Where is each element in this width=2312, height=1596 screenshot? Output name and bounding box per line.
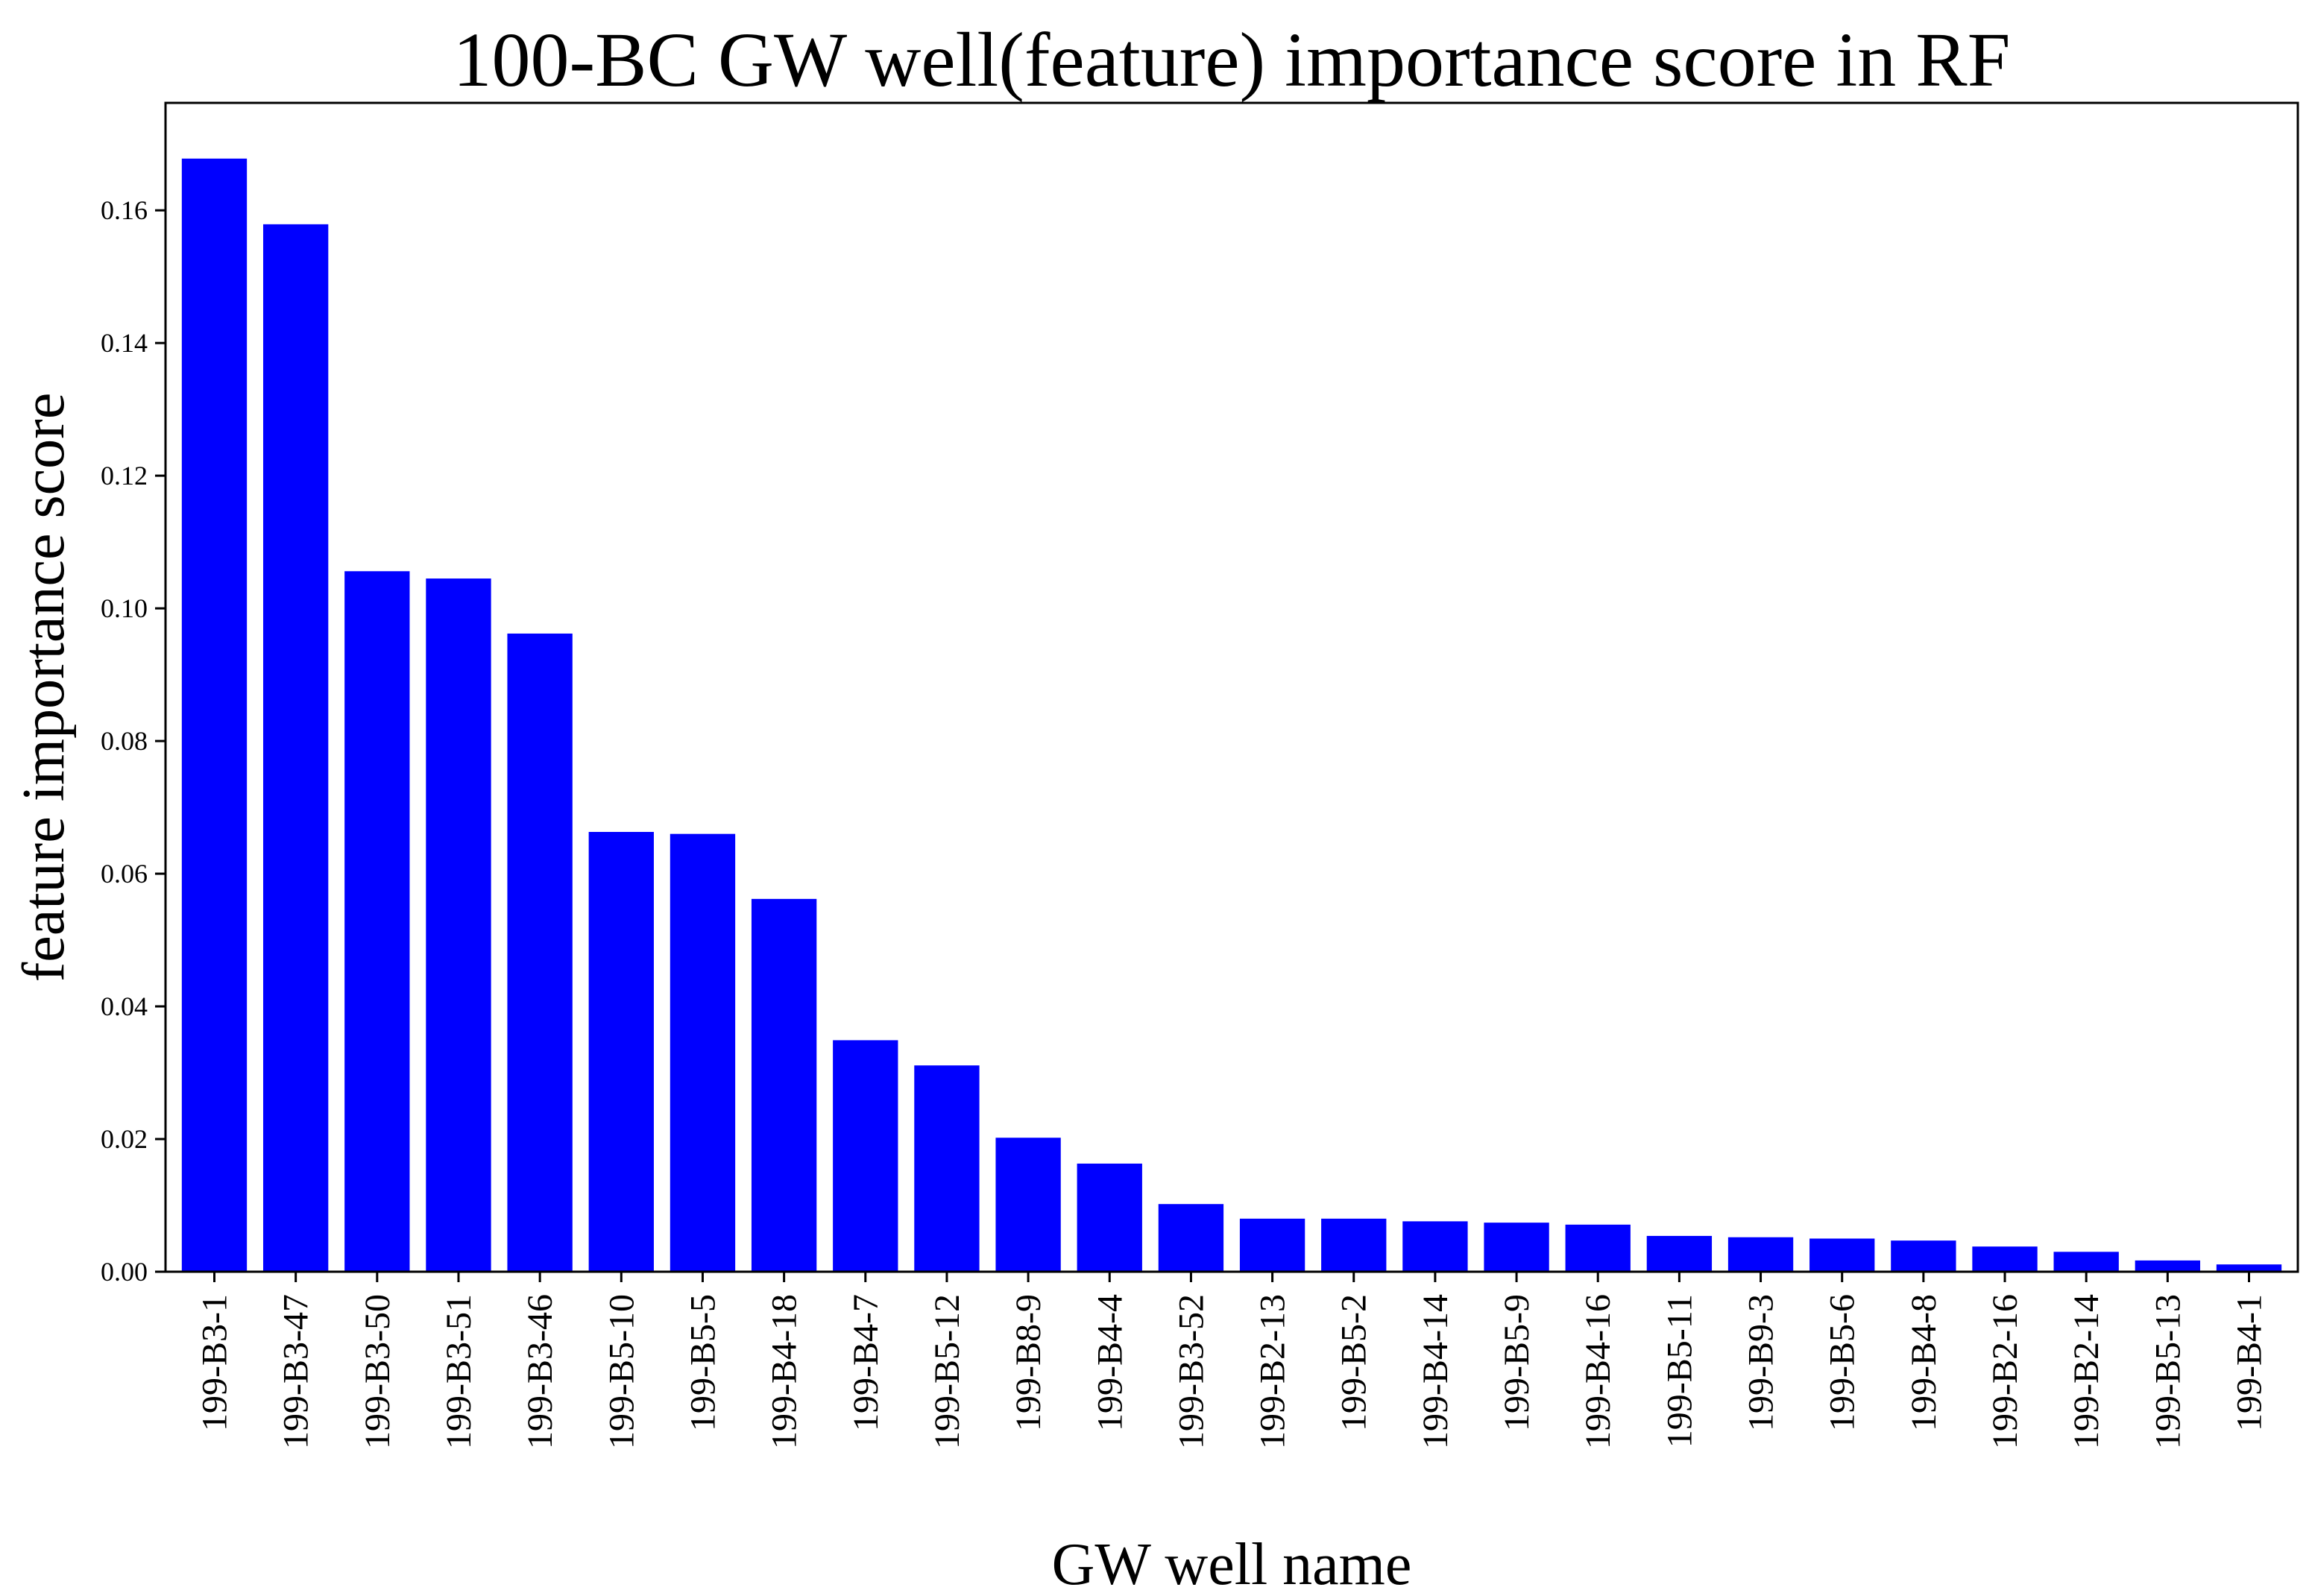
bar-199-B4-16 <box>1565 1224 1631 1272</box>
x-tick-label: 199-B3-47 <box>277 1294 316 1449</box>
x-tick-label: 199-B5-10 <box>602 1294 641 1449</box>
y-axis: 0.00 0.02 0.04 0.06 0.08 0.10 0.12 0.14 0.16 <box>101 195 166 1287</box>
x-tick-label: 199-B9-3 <box>1742 1294 1781 1431</box>
bar-199-B5-5 <box>670 833 736 1272</box>
y-tick-label: 0.00 <box>101 1257 148 1287</box>
bar-199-B5-13 <box>2135 1260 2201 1272</box>
x-tick-label: 199-B5-13 <box>2148 1294 2187 1449</box>
bar-199-B3-50 <box>344 571 410 1272</box>
bar-199-B2-14 <box>2053 1252 2119 1272</box>
y-tick-label: 0.04 <box>101 991 148 1021</box>
chart-title: 100-BC GW well(feature) importance score… <box>453 17 2010 103</box>
bar-199-B4-1 <box>2216 1264 2282 1272</box>
bar-199-B3-52 <box>1158 1204 1224 1272</box>
x-tick-label: 199-B3-50 <box>358 1294 397 1449</box>
y-tick-label: 0.14 <box>101 328 148 358</box>
y-axis-label: feature importance score <box>11 393 77 982</box>
bar-199-B4-14 <box>1402 1221 1468 1272</box>
plot-frame <box>164 101 2299 1273</box>
x-tick-label: 199-B3-51 <box>439 1294 479 1449</box>
x-tick-label: 199-B4-16 <box>1578 1294 1618 1449</box>
bar-199-B4-7 <box>833 1040 898 1272</box>
x-tick-label: 199-B4-1 <box>2230 1294 2270 1431</box>
x-tick-label: 199-B4-8 <box>1904 1294 1944 1431</box>
x-tick-label: 199-B4-14 <box>1416 1294 1455 1449</box>
y-tick-label: 0.02 <box>101 1124 148 1154</box>
y-tick-label: 0.16 <box>101 195 148 225</box>
bar-199-B8-9 <box>995 1138 1061 1272</box>
x-tick-label: 199-B5-6 <box>1823 1294 1862 1431</box>
x-axis-label: GW well name <box>1052 1532 1412 1596</box>
y-tick-label: 0.12 <box>101 461 148 491</box>
bar-199-B3-47 <box>262 224 329 1272</box>
bar-199-B5-2 <box>1321 1218 1387 1272</box>
bar-199-B2-16 <box>1972 1246 2038 1272</box>
bar-199-B3-46 <box>507 633 573 1272</box>
bar-199-B5-11 <box>1646 1235 1713 1272</box>
bar-199-B5-12 <box>914 1065 980 1272</box>
bar-199-B2-13 <box>1239 1218 1305 1272</box>
bar-199-B4-8 <box>1891 1240 1956 1272</box>
x-tick-label: 199-B2-13 <box>1253 1294 1293 1449</box>
y-tick-label: 0.08 <box>101 726 148 756</box>
x-tick-label: 199-B5-11 <box>1660 1294 1699 1448</box>
x-tick-label: 199-B2-16 <box>1985 1294 2025 1449</box>
bar-199-B3-1 <box>181 158 248 1272</box>
x-tick-label: 199-B4-7 <box>846 1294 886 1431</box>
bar-199-B5-9 <box>1484 1223 1549 1272</box>
x-tick-label: 199-B5-5 <box>683 1294 722 1431</box>
x-tick-label: 199-B3-52 <box>1171 1294 1211 1449</box>
x-tick-label: 199-B5-9 <box>1497 1294 1537 1431</box>
x-tick-label: 199-B5-2 <box>1335 1294 1374 1431</box>
bar-199-B4-4 <box>1077 1163 1142 1272</box>
bar-199-B4-18 <box>751 898 817 1272</box>
bar-199-B9-3 <box>1727 1237 1794 1272</box>
x-tick-label: 199-B2-14 <box>2067 1294 2106 1449</box>
bars-group <box>181 158 2282 1272</box>
x-tick-label: 199-B8-9 <box>1009 1294 1048 1431</box>
plot-area: 0.00 0.02 0.04 0.06 0.08 0.10 0.12 0.14 0.16 199… <box>101 101 2299 1449</box>
y-tick-label: 0.06 <box>101 859 148 889</box>
x-tick-label: 199-B3-1 <box>195 1294 235 1431</box>
x-axis: 199-B3-1 199-B3-47 199-B3-50 199-B3-51 199-B… <box>195 1272 2270 1449</box>
bar-199-B5-6 <box>1809 1238 1875 1272</box>
bar-199-B5-10 <box>588 832 654 1272</box>
x-tick-label: 199-B4-4 <box>1090 1294 1130 1431</box>
x-tick-label: 199-B4-18 <box>765 1294 804 1449</box>
x-tick-label: 199-B3-46 <box>520 1294 560 1449</box>
bar-199-B3-51 <box>426 578 491 1272</box>
y-tick-label: 0.10 <box>101 593 148 623</box>
x-tick-label: 199-B5-12 <box>927 1294 967 1449</box>
